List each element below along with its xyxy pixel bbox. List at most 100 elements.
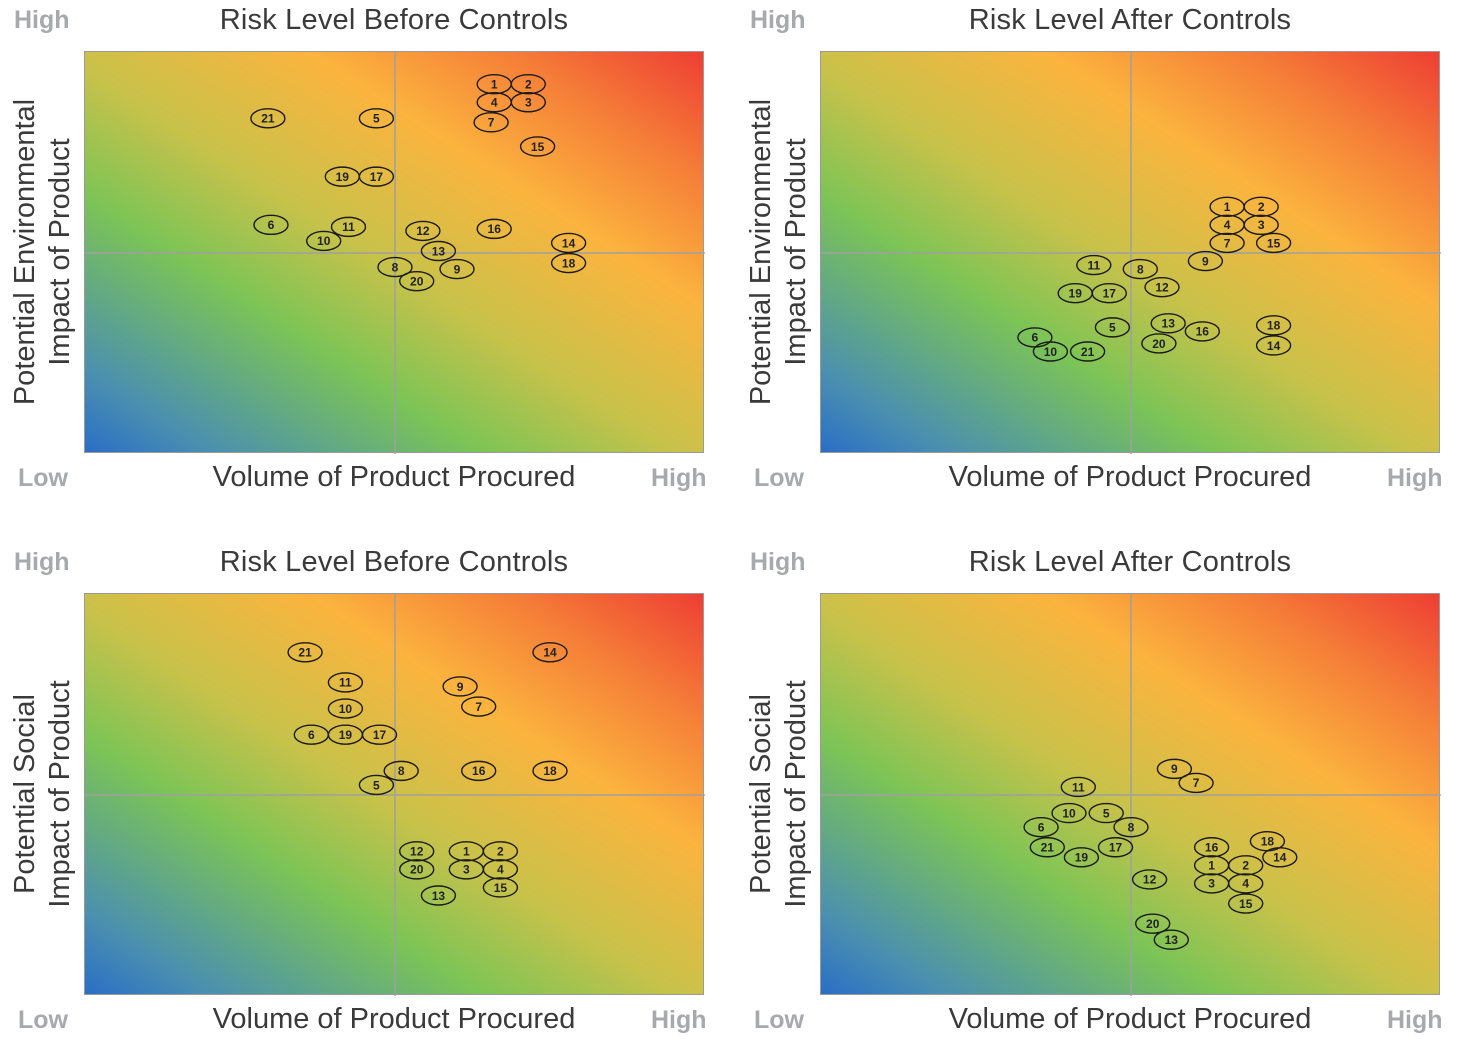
data-point-marker <box>420 240 457 262</box>
data-point-label: 13 <box>1165 933 1179 947</box>
data-point-label: 16 <box>488 222 502 236</box>
x-axis-label: Volume of Product Procured <box>212 1003 576 1035</box>
data-point-marker <box>358 166 395 187</box>
data-point-16: 16 <box>1193 837 1230 858</box>
data-point-8: 8 <box>377 256 413 278</box>
data-point-14: 14 <box>1262 847 1298 868</box>
data-point-marker <box>305 230 342 252</box>
data-point-6: 6 <box>293 724 330 745</box>
data-point-label: 14 <box>543 646 557 660</box>
data-point-2: 2 <box>482 841 519 862</box>
data-point-marker <box>399 859 435 880</box>
data-point-label: 12 <box>1155 280 1169 294</box>
x-axis-label: Volume of Product Procured <box>212 461 576 493</box>
data-point-20: 20 <box>399 270 435 292</box>
data-point-6: 6 <box>1023 816 1059 838</box>
data-point-marker <box>1135 913 1171 934</box>
data-point-label: 13 <box>1162 317 1176 331</box>
data-point-8: 8 <box>383 760 419 782</box>
chart-title: Risk Level After Controls <box>968 4 1292 36</box>
data-point-21: 21 <box>250 108 286 129</box>
data-point-marker <box>1255 315 1292 336</box>
data-point-8: 8 <box>1122 258 1158 280</box>
data-point-2: 2 <box>510 73 546 95</box>
y-axis-label-line-2: Impact of Product <box>44 680 76 908</box>
data-point-marker <box>1051 802 1087 824</box>
data-point-label: 18 <box>1267 319 1281 333</box>
data-point-3: 3 <box>510 92 546 113</box>
data-point-label: 2 <box>525 77 532 91</box>
data-point-marker <box>1060 776 1096 798</box>
data-point-label: 9 <box>454 262 461 276</box>
data-point-12: 12 <box>1144 276 1180 298</box>
data-point-label: 16 <box>1205 841 1219 855</box>
data-point-marker <box>1131 869 1168 890</box>
data-point-marker <box>1193 837 1230 858</box>
data-point-label: 18 <box>543 764 557 778</box>
data-point-20: 20 <box>1141 333 1177 354</box>
data-point-17: 17 <box>358 166 395 187</box>
data-point-label: 14 <box>1267 339 1281 353</box>
data-point-label: 9 <box>1202 254 1209 268</box>
data-point-label: 11 <box>342 220 355 234</box>
data-point-marker <box>1228 855 1264 876</box>
data-point-marker <box>1122 258 1158 280</box>
data-point-label: 20 <box>1152 337 1166 351</box>
data-point-14: 14 <box>550 232 587 254</box>
data-point-marker <box>399 841 435 862</box>
data-point-20: 20 <box>399 859 435 880</box>
data-point-9: 9 <box>442 676 478 697</box>
data-point-11: 11 <box>1060 776 1096 798</box>
x-axis-label: Volume of Product Procured <box>948 461 1312 493</box>
data-point-label: 20 <box>1146 917 1160 931</box>
data-point-marker <box>1209 232 1245 254</box>
data-point-label: 7 <box>488 116 495 130</box>
data-point-2: 2 <box>1228 855 1264 876</box>
data-point-4: 4 <box>476 92 512 113</box>
data-point-18: 18 <box>550 252 587 274</box>
data-point-17: 17 <box>1091 282 1127 304</box>
x-axis-low-label: Low <box>18 1006 68 1034</box>
data-point-9: 9 <box>1156 758 1193 780</box>
data-point-marker <box>482 859 519 880</box>
data-point-10: 10 <box>1032 341 1069 362</box>
data-point-label: 10 <box>339 702 353 716</box>
data-point-3: 3 <box>1243 214 1279 236</box>
data-point-marker <box>1023 816 1059 838</box>
data-point-label: 17 <box>370 170 384 184</box>
data-point-label: 20 <box>410 863 424 877</box>
data-point-label: 19 <box>336 170 350 184</box>
data-point-label: 17 <box>1109 841 1123 855</box>
data-point-marker <box>405 220 441 242</box>
data-point-marker <box>1150 313 1186 334</box>
data-point-10: 10 <box>1051 802 1087 824</box>
data-point-label: 19 <box>339 728 353 742</box>
data-point-label: 8 <box>398 764 405 778</box>
data-point-marker <box>532 760 568 782</box>
data-point-9: 9 <box>1187 250 1224 272</box>
data-point-label: 5 <box>373 778 380 792</box>
data-point-13: 13 <box>420 885 457 906</box>
data-point-marker <box>1091 282 1127 304</box>
data-point-marker <box>1243 196 1279 217</box>
data-point-3: 3 <box>448 859 484 880</box>
data-point-marker <box>250 108 286 129</box>
data-point-5: 5 <box>1088 802 1124 824</box>
data-point-marker <box>1187 250 1224 272</box>
data-point-label: 2 <box>497 845 504 859</box>
data-point-marker <box>1228 873 1264 894</box>
data-point-label: 3 <box>463 863 470 877</box>
y-axis-label-line-2: Impact of Product <box>780 680 812 908</box>
data-point-16: 16 <box>1184 321 1220 342</box>
data-point-20: 20 <box>1135 913 1171 934</box>
data-point-1: 1 <box>476 73 512 95</box>
data-point-label: 21 <box>1081 345 1095 359</box>
data-point-label: 16 <box>472 764 486 778</box>
x-axis-label: Volume of Product Procured <box>948 1003 1312 1035</box>
plot-area: 1 2 4 3 21 5 7 15 19 17 6 11 12 16 10 14 13 18 8 9 20 <box>84 51 705 454</box>
data-point-19: 19 <box>327 724 364 745</box>
data-point-12: 12 <box>1131 869 1168 890</box>
data-point-1: 1 <box>448 841 484 862</box>
data-point-label: 6 <box>1038 820 1045 834</box>
plot-area: 21 14 11 9 10 7 6 19 17 8 16 18 5 12 1 2 20 3 4 15 13 <box>84 593 705 996</box>
